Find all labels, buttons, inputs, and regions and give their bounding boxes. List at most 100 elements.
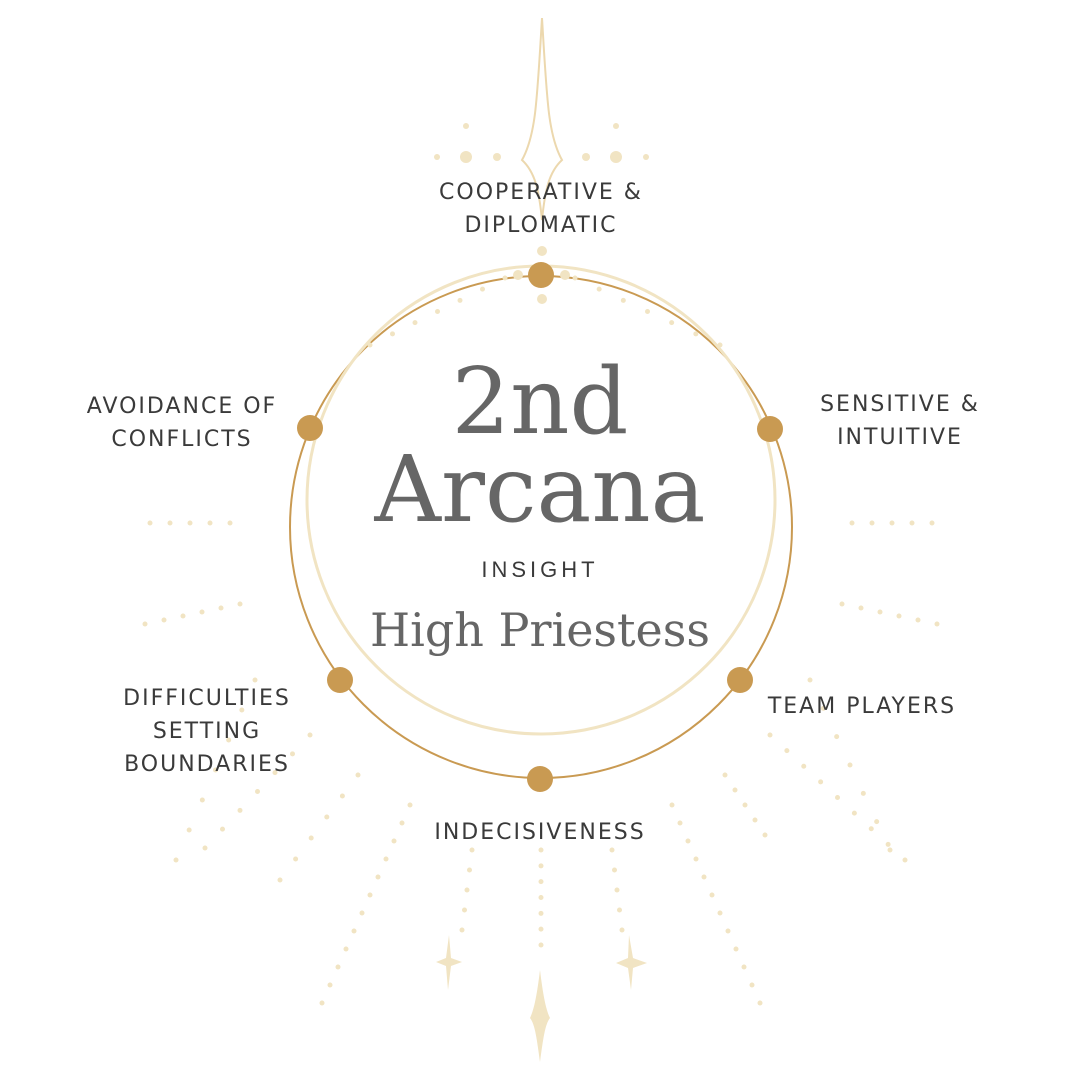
decor-dot: [167, 520, 173, 526]
decor-dot: [610, 151, 622, 163]
decor-dot: [669, 802, 675, 808]
trait-upper-left-line: CONFLICTS: [111, 427, 253, 452]
decor-dot: [934, 621, 940, 627]
decor-dot: [227, 520, 233, 526]
decor-dot: [459, 927, 465, 933]
decor-dot: [717, 910, 723, 916]
decor-dot: [186, 827, 192, 833]
decor-dot: [538, 926, 544, 932]
decor-dot: [847, 762, 853, 768]
decor-dot: [462, 907, 467, 913]
decor-dot: [290, 751, 295, 757]
decor-dot: [469, 847, 475, 853]
decor-dot: [355, 772, 361, 778]
decor-dot: [538, 879, 544, 885]
decor-dot: [226, 737, 232, 743]
decor-dot: [677, 820, 683, 826]
decor-dot: [885, 841, 891, 847]
decor-dot: [207, 520, 213, 526]
trait-upper-right: SENSITIVE & INTUITIVE: [800, 388, 1000, 454]
decor-dot: [339, 793, 345, 799]
decor-dot: [538, 910, 544, 916]
decor-dot: [620, 297, 626, 303]
decor-dot: [685, 838, 691, 844]
decor-dot: [717, 342, 723, 348]
decor-dot: [617, 907, 622, 913]
decor-dot: [187, 520, 193, 526]
trait-bottom-line: INDECISIVENESS: [434, 820, 646, 845]
decor-dot: [929, 520, 935, 526]
decor-dot: [383, 856, 389, 862]
trait-lower-right: TEAM PLAYERS: [752, 690, 972, 723]
decor-dot: [767, 732, 773, 738]
decor-dot: [874, 819, 880, 825]
decorative-dots: [142, 123, 940, 1006]
trait-upper-left-line: AVOIDANCE OF: [86, 394, 278, 419]
decor-dot: [538, 863, 544, 869]
decor-dot: [277, 877, 283, 883]
decor-dot: [434, 154, 440, 160]
ring-point: [757, 416, 783, 442]
decor-dot: [835, 795, 840, 800]
decor-dot: [391, 838, 397, 844]
decor-dot: [367, 892, 373, 898]
decor-dot: [293, 856, 299, 862]
ring-point: [527, 766, 553, 792]
decor-dot: [237, 601, 243, 607]
decor-dot: [538, 942, 544, 948]
decor-dot: [202, 845, 208, 851]
decor-dot: [860, 790, 866, 796]
decor-dot: [272, 770, 278, 776]
diamond-star-icon: [530, 970, 550, 1062]
decor-dot: [889, 520, 895, 526]
decor-dot: [351, 928, 357, 934]
decor-dot: [896, 613, 902, 619]
decor-dot: [324, 814, 330, 820]
trait-top: COOPERATIVE & DIPLOMATIC: [391, 176, 691, 242]
decor-dot: [709, 892, 715, 898]
trait-top-line: COOPERATIVE &: [439, 180, 643, 205]
decor-dot: [502, 275, 508, 281]
decor-dot: [849, 520, 855, 526]
decor-dot: [887, 847, 893, 853]
arcana-number: 2nd: [451, 348, 629, 455]
decor-dot: [572, 275, 578, 281]
trait-lower-left-line: DIFFICULTIES: [123, 686, 291, 711]
trait-lower-left-line: BOUNDARIES: [124, 752, 290, 777]
decor-dot: [199, 797, 205, 803]
decor-dot: [752, 817, 758, 823]
decor-dot: [902, 857, 908, 863]
decor-dot: [612, 867, 617, 873]
trait-bottom: INDECISIVENESS: [400, 816, 680, 849]
decor-dot: [460, 151, 472, 163]
decor-dot: [435, 309, 440, 314]
decor-dot: [784, 748, 790, 754]
decor-dot: [619, 927, 625, 933]
decor-dot: [407, 802, 413, 808]
trait-top-line: DIPLOMATIC: [464, 213, 618, 238]
decor-dot: [147, 520, 153, 526]
ring-point: [297, 415, 323, 441]
decor-dot: [613, 123, 619, 129]
decor-dot: [643, 154, 649, 160]
decor-dot: [818, 779, 824, 785]
decor-dot: [319, 1000, 325, 1006]
trait-upper-right-line: SENSITIVE &: [820, 392, 980, 417]
sparkle-star-icon: [616, 935, 647, 990]
decor-dot: [807, 677, 813, 683]
card-name: High Priestess: [370, 603, 710, 657]
decor-dot: [596, 286, 602, 292]
decor-dot: [645, 309, 650, 314]
decor-dot: [701, 874, 707, 880]
decor-dot: [915, 617, 921, 623]
decor-dot: [537, 294, 547, 304]
decor-dot: [399, 820, 405, 826]
brand-logo: INSIGHT: [481, 557, 599, 582]
decor-dot: [693, 331, 699, 337]
decor-dot: [480, 286, 485, 292]
decor-dot: [335, 964, 341, 970]
decor-dot: [869, 520, 875, 526]
decor-dot: [252, 677, 258, 683]
trait-upper-left: AVOIDANCE OF CONFLICTS: [62, 390, 302, 456]
